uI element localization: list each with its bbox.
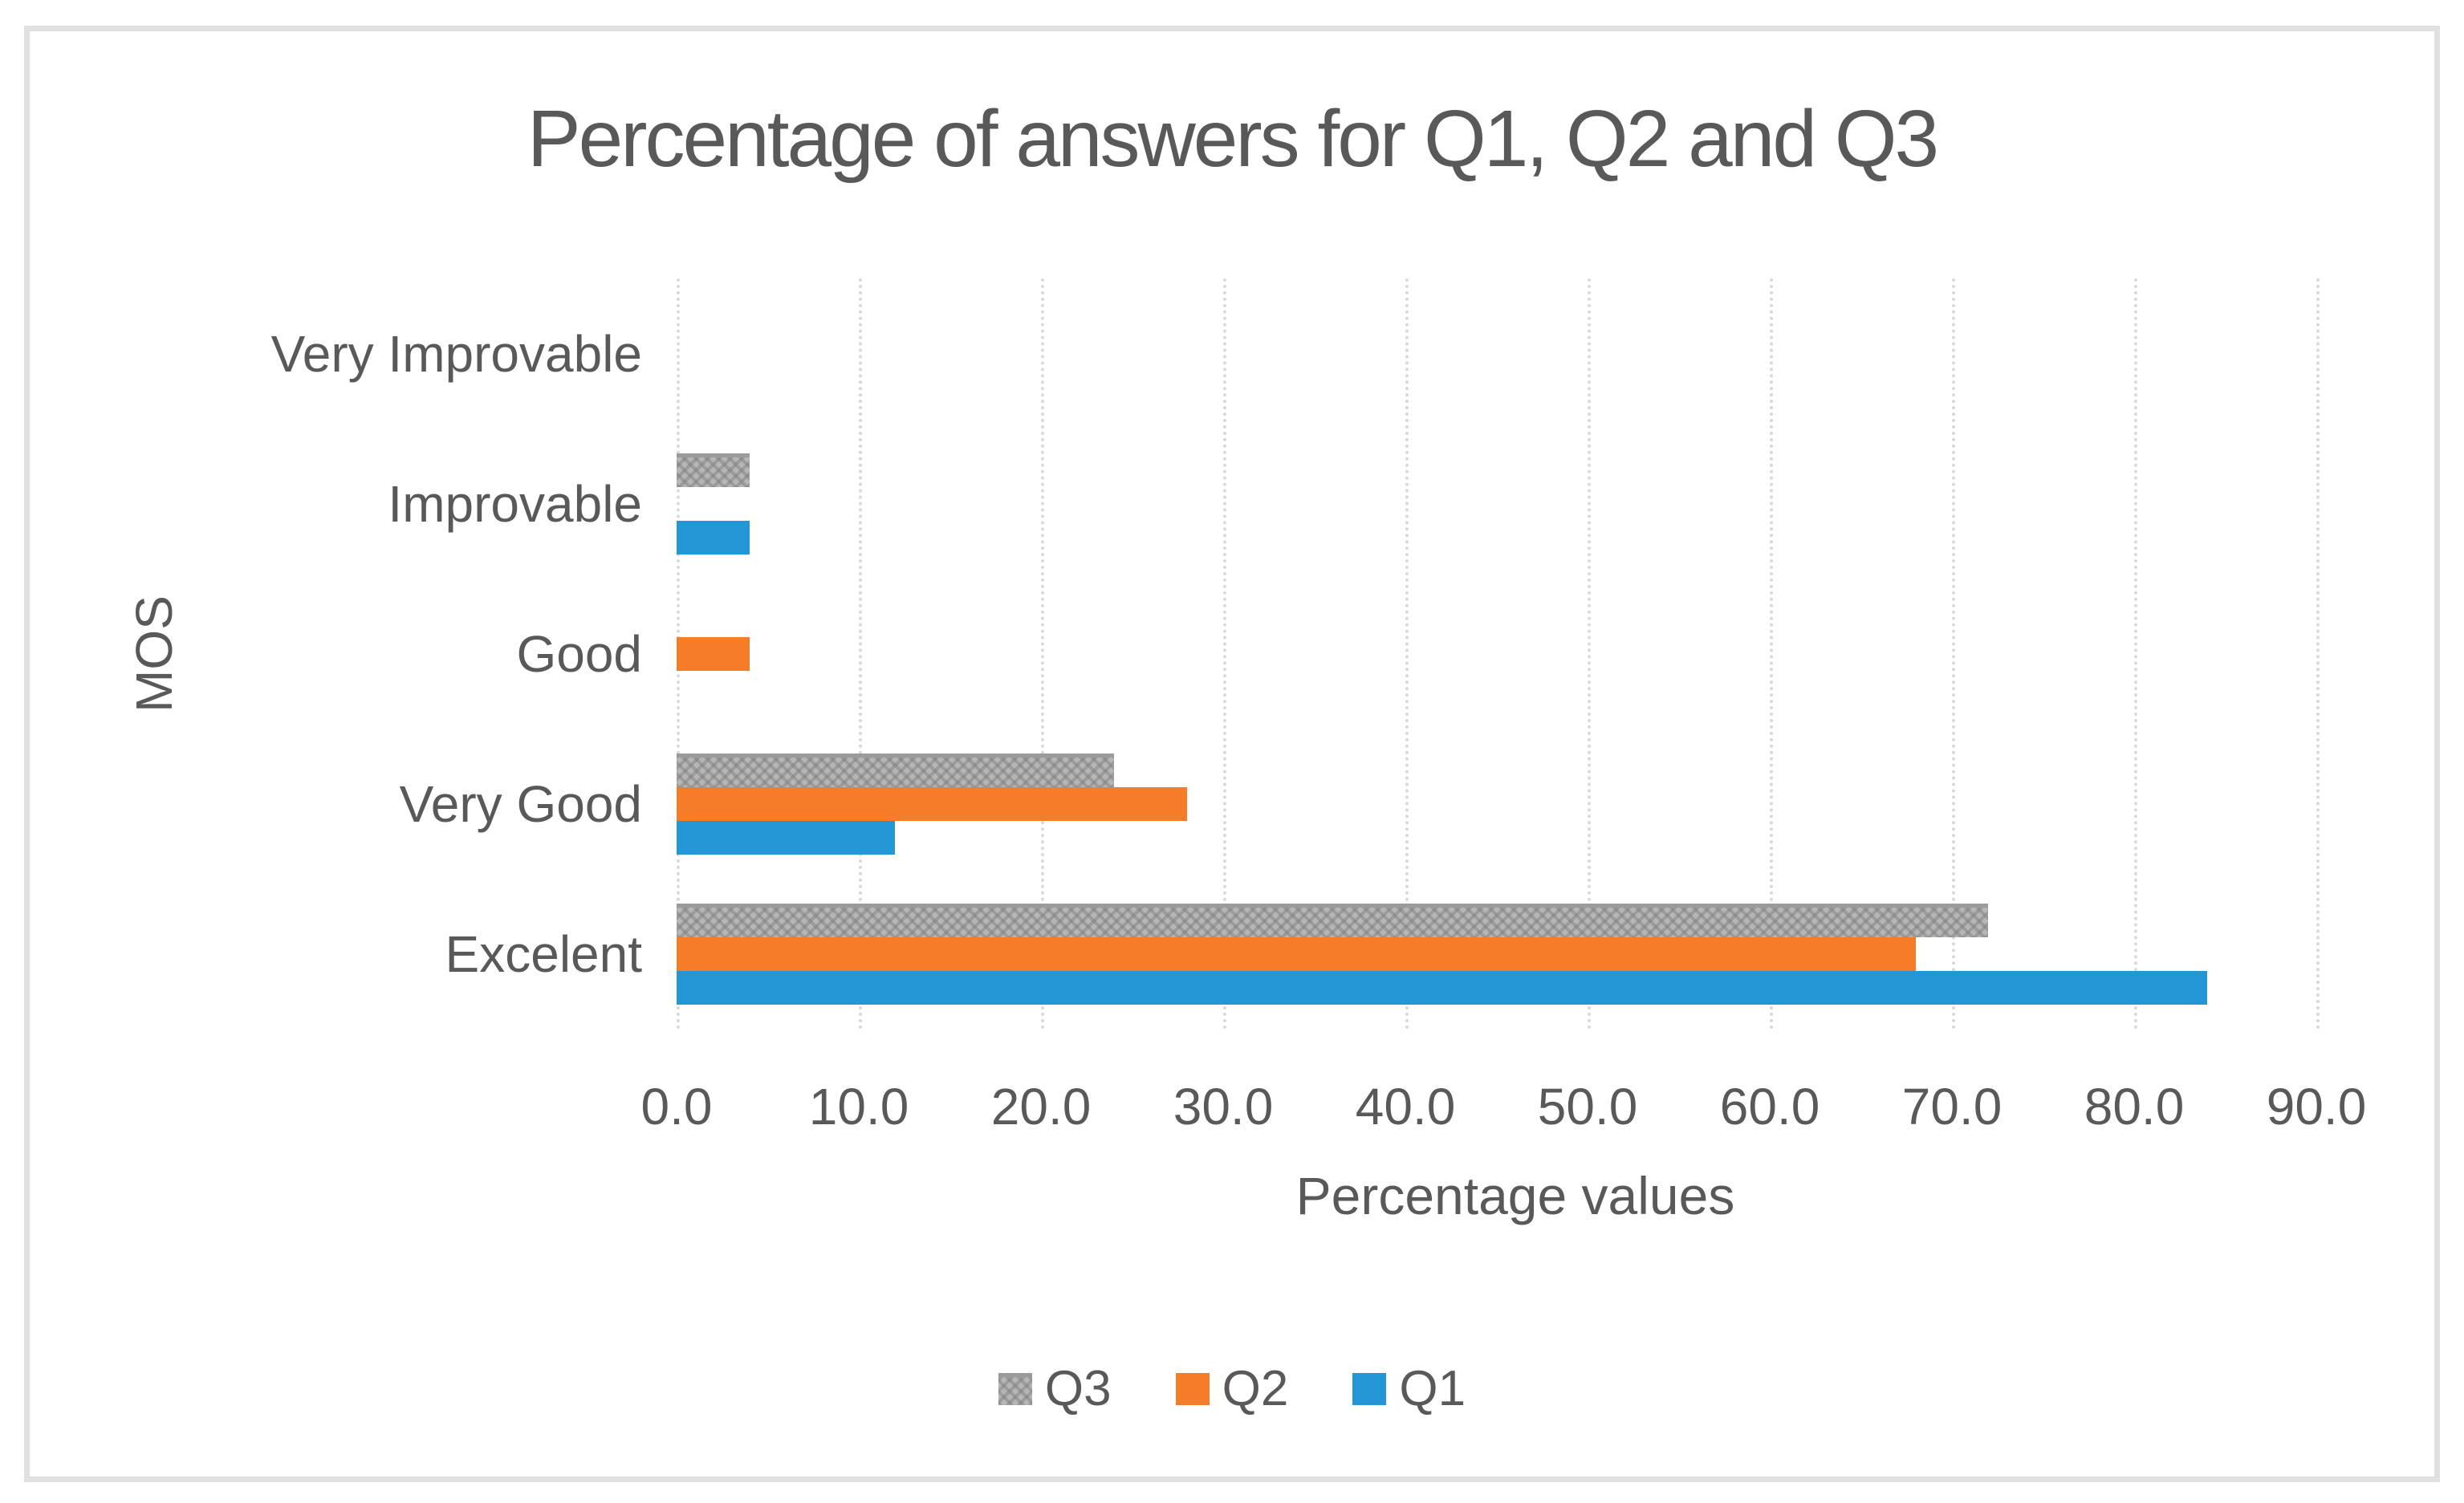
chart-border xyxy=(24,26,2440,1482)
plot-area xyxy=(677,278,2354,1030)
chart-title: Percentage of answers for Q1, Q2 and Q3 xyxy=(527,94,1939,184)
gridline xyxy=(1770,278,1773,1030)
x-tick-label: 0.0 xyxy=(640,1078,713,1135)
x-tick-label: 20.0 xyxy=(990,1078,1092,1135)
legend-swatch-q1 xyxy=(1352,1372,1387,1405)
gridline xyxy=(2134,278,2137,1030)
category-label-excelent: Excelent xyxy=(445,925,642,984)
legend-item-q2: Q2 xyxy=(1175,1360,1289,1417)
x-tick-label: 50.0 xyxy=(1537,1078,1638,1135)
bar-q2-excelent xyxy=(677,937,1916,972)
category-label-very-good: Very Good xyxy=(399,775,642,834)
x-tick-label: 70.0 xyxy=(1901,1078,2003,1135)
gridline xyxy=(2316,278,2320,1030)
category-label-very-improvable: Very Improvable xyxy=(270,324,642,383)
legend-label-q1: Q1 xyxy=(1399,1361,1466,1416)
gridline xyxy=(1223,278,1226,1030)
x-axis-title: Percentage values xyxy=(1295,1166,1735,1225)
gridline xyxy=(1952,278,1955,1030)
bar-q2-good xyxy=(677,637,750,671)
category-label-good: Good xyxy=(516,624,642,683)
bar-q1-excelent xyxy=(677,971,2207,1005)
legend-label-q2: Q2 xyxy=(1222,1361,1289,1416)
legend-swatch-q2 xyxy=(1175,1372,1210,1405)
bar-q3-very-good xyxy=(677,754,1114,788)
legend-swatch-q3 xyxy=(998,1372,1032,1405)
legend-item-q3: Q3 xyxy=(998,1360,1112,1417)
x-tick-label: 80.0 xyxy=(2084,1078,2185,1135)
x-tick-label: 90.0 xyxy=(2266,1078,2367,1135)
bar-q2-very-good xyxy=(677,787,1187,822)
gridline xyxy=(859,278,862,1030)
bar-q1-very-good xyxy=(677,821,896,855)
legend-item-q1: Q1 xyxy=(1352,1360,1466,1417)
bar-q3-improvable xyxy=(677,453,750,487)
legend-label-q3: Q3 xyxy=(1044,1361,1112,1416)
x-tick-label: 30.0 xyxy=(1173,1078,1274,1135)
gridline xyxy=(1405,278,1409,1030)
gridline xyxy=(1041,278,1044,1030)
x-tick-label: 40.0 xyxy=(1355,1078,1456,1135)
category-label-improvable: Improvable xyxy=(388,474,642,533)
x-tick-label: 10.0 xyxy=(808,1078,909,1135)
gridline xyxy=(1588,278,1591,1030)
bar-q3-excelent xyxy=(677,904,1989,938)
x-tick-label: 60.0 xyxy=(1719,1078,1820,1135)
bar-q1-improvable xyxy=(677,520,750,554)
legend: Q3 Q2 Q1 xyxy=(0,1360,2464,1417)
